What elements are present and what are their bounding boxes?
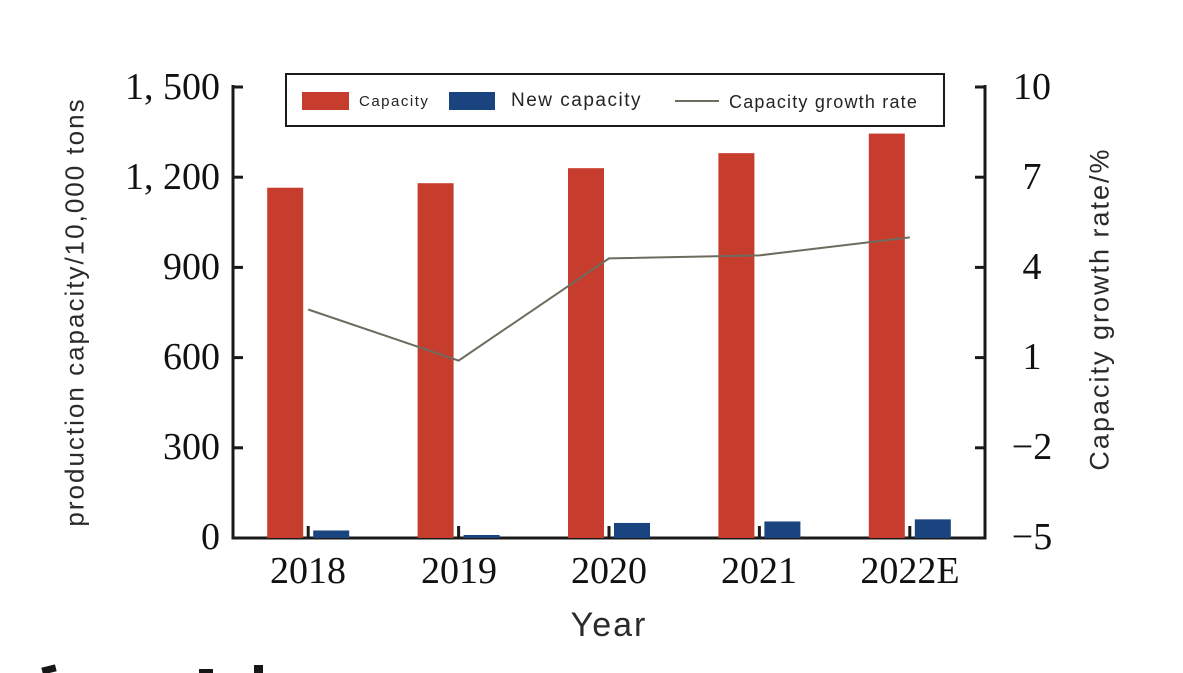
new-capacity-bar-2019	[463, 534, 500, 538]
legend-box: Capacity New capacity Capacity growth ra…	[285, 73, 945, 127]
y-left-tick-label: 600	[163, 336, 220, 378]
capacity-bar-2021	[718, 153, 755, 538]
capacity-bar-2019	[417, 183, 454, 539]
capacity-legend-label: Capacity	[359, 93, 430, 110]
x-tick-label: 2019	[421, 550, 497, 592]
y-right-axis-title: Capacity growth rate/%	[1084, 147, 1115, 471]
y-left-tick-label: 900	[163, 246, 220, 288]
capacity-bar-2022E	[868, 133, 905, 538]
new-capacity-legend-swatch	[449, 92, 495, 110]
capacity-bar-2018	[267, 187, 304, 538]
new-capacity-bar-2020	[614, 522, 650, 538]
y-right-tick-label: −2	[1011, 426, 1053, 468]
growth-rate-legend-line	[675, 100, 719, 102]
capacity-bar-2020	[568, 168, 604, 538]
new-capacity-bar-2022E	[914, 519, 951, 538]
new-capacity-bar-2018	[313, 530, 350, 538]
growth-rate-line	[307, 236, 910, 362]
y-right-tick-label: 4	[1022, 246, 1042, 288]
x-tick-label: 2022E	[860, 550, 960, 592]
capacity-legend-swatch	[302, 92, 349, 110]
y-right-tick-label: 1	[1022, 336, 1042, 378]
y-right-tick-label: 7	[1022, 156, 1042, 198]
y-left-tick-label: 1, 500	[125, 66, 220, 108]
new-capacity-bar-2021	[764, 521, 801, 538]
y-right-tick-label: −5	[1011, 516, 1053, 558]
y-right-tick-label: 10	[1013, 66, 1051, 108]
cropped-caption-fragment	[254, 665, 263, 673]
y-left-tick-label: 1, 200	[125, 156, 220, 198]
x-tick-label: 2018	[270, 550, 346, 592]
x-axis-title: Year	[570, 606, 648, 644]
y-left-tick-label: 300	[163, 426, 220, 468]
y-left-tick-label: 0	[201, 516, 220, 558]
new-capacity-legend-label: New capacity	[511, 90, 642, 111]
cropped-caption-fragment	[199, 669, 213, 673]
growth-rate-legend-label: Capacity growth rate	[729, 92, 919, 112]
y-left-axis-title: production capacity/10,000 tons	[59, 97, 90, 527]
x-tick-label: 2021	[721, 550, 797, 592]
x-tick-label: 2020	[571, 550, 647, 592]
